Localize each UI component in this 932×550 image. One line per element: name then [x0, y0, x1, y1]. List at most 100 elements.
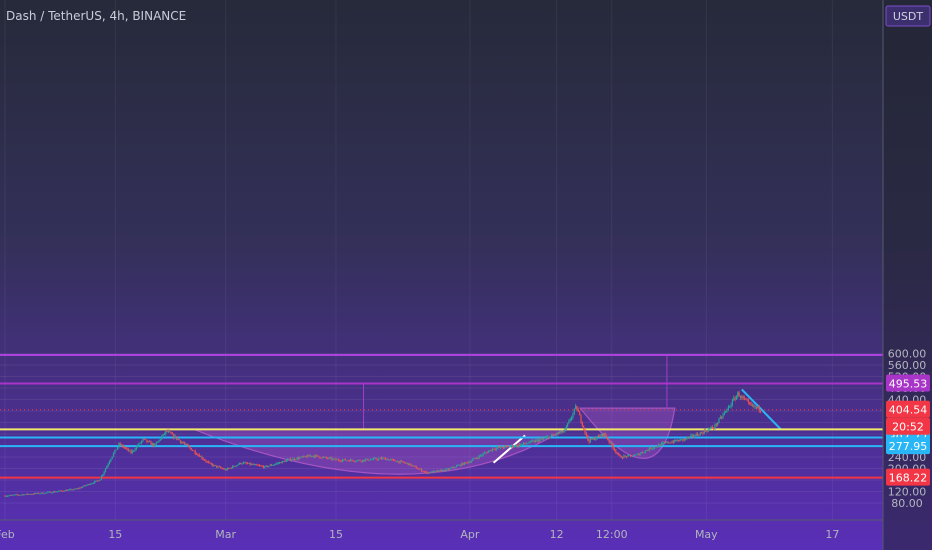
candle-body — [237, 464, 239, 466]
candle-body — [300, 456, 302, 458]
candle-body — [421, 468, 423, 472]
candle-body — [538, 439, 541, 442]
candle-body — [158, 439, 160, 442]
candle-body — [181, 442, 183, 444]
candle-body — [90, 483, 92, 485]
candle-body — [537, 439, 539, 442]
candle-body — [725, 410, 727, 413]
candle-body — [139, 442, 141, 444]
candle-body — [5, 496, 7, 497]
candle-body — [494, 449, 496, 450]
candles-layer — [4, 390, 762, 497]
candle-body — [217, 466, 219, 468]
candle-body — [505, 446, 507, 447]
candle-body — [700, 432, 703, 434]
candle-body — [186, 443, 188, 446]
candle-body — [198, 454, 200, 457]
candle-body — [153, 443, 155, 447]
candle-body — [261, 465, 263, 467]
candle-body — [518, 444, 521, 446]
candle-body — [423, 471, 425, 473]
candle-body — [719, 416, 721, 419]
candle-body — [438, 470, 440, 472]
candle-body — [529, 440, 531, 443]
candle-body — [7, 495, 9, 497]
candle-body — [609, 442, 612, 444]
candle-body — [27, 493, 29, 495]
candle-body — [461, 463, 463, 466]
candle-body — [99, 479, 101, 482]
candle-body — [439, 470, 441, 471]
candle-body — [747, 400, 750, 403]
candle-body — [692, 434, 695, 437]
candle-body — [611, 442, 613, 446]
candle-body — [48, 491, 50, 493]
candle-body — [504, 446, 506, 448]
candle-body — [308, 455, 310, 457]
candle-body — [711, 427, 713, 429]
candle-body — [311, 455, 313, 457]
candle-body — [690, 435, 692, 437]
candle-body — [142, 438, 144, 441]
candle-body — [416, 468, 419, 470]
candle-body — [236, 465, 238, 467]
candle-body — [44, 492, 46, 494]
candle-body — [20, 494, 22, 496]
candle-body — [671, 441, 673, 443]
candle-body — [309, 455, 312, 457]
currency-badge-bg — [885, 5, 931, 27]
candle-body — [241, 463, 243, 465]
candle-body — [339, 460, 341, 462]
candle-body — [554, 434, 557, 436]
candle-body — [414, 465, 416, 467]
candle-body — [70, 489, 72, 490]
candle-body — [722, 414, 724, 418]
candle-body — [355, 461, 357, 462]
candle-body — [354, 461, 356, 462]
level-label-bg — [886, 468, 930, 486]
candle-body — [715, 424, 717, 426]
candle-body — [437, 470, 439, 472]
time-tick-label: May — [695, 528, 718, 541]
candle-body — [78, 488, 80, 490]
candle-body — [103, 471, 105, 475]
price-tick-label: 80.00 — [891, 497, 923, 510]
candle-body — [116, 447, 119, 450]
candle-body — [481, 455, 483, 457]
candle-body — [384, 457, 387, 461]
candle-body — [691, 434, 693, 436]
candle-body — [242, 462, 245, 464]
trend-line — [741, 388, 782, 431]
candle-body — [624, 455, 626, 457]
candle-body — [662, 442, 664, 444]
candle-body — [359, 459, 361, 461]
candle-body — [552, 434, 554, 436]
candle-body — [321, 457, 324, 459]
candle-body — [190, 448, 192, 451]
candle-body — [593, 438, 596, 440]
candle-body — [597, 435, 600, 437]
time-tick-label: Mar — [215, 528, 236, 541]
candle-body — [741, 396, 743, 398]
candle-body — [222, 468, 224, 470]
candle-body — [232, 465, 234, 469]
candle-body — [639, 453, 641, 456]
candle-body — [758, 406, 760, 411]
candle-body — [323, 457, 325, 458]
candle-body — [84, 485, 86, 487]
candle-body — [295, 459, 297, 461]
candle-body — [134, 449, 136, 451]
candle-body — [289, 458, 291, 461]
candle-body — [541, 438, 543, 440]
candle-body — [347, 460, 349, 462]
candle-body — [13, 494, 15, 496]
candle-body — [145, 439, 147, 441]
candle-body — [433, 470, 435, 473]
candle-body — [706, 431, 708, 433]
candle-body — [71, 489, 73, 491]
candle-body — [281, 461, 283, 464]
candle-body — [489, 449, 491, 452]
candle-body — [19, 494, 21, 496]
candle-body — [477, 458, 479, 459]
